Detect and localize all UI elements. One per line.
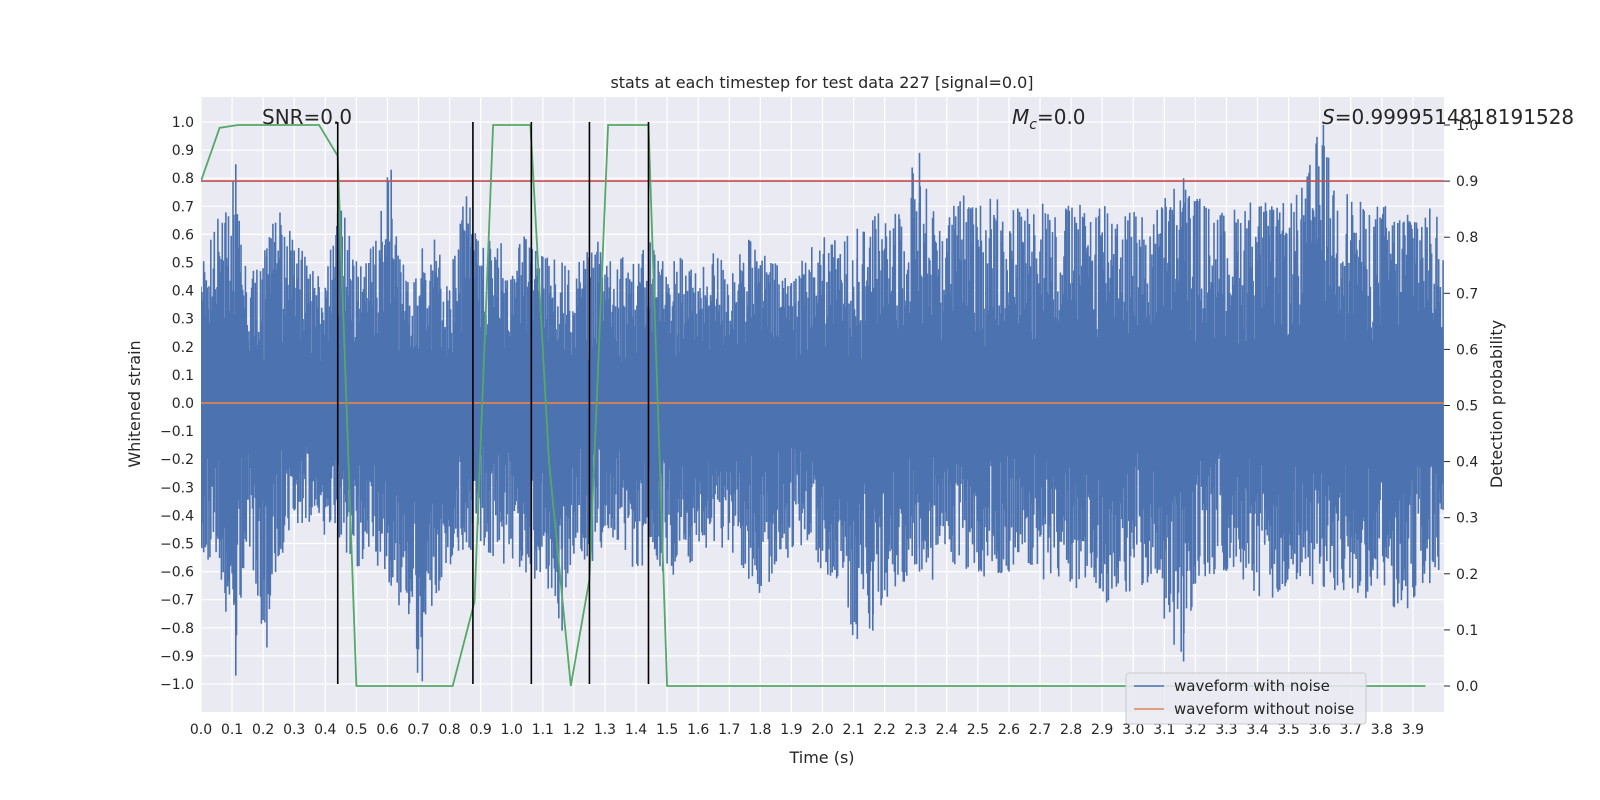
x-tick-label: 1.5: [656, 722, 678, 738]
x-tick-label: 1.8: [749, 722, 771, 738]
x-tick-label: 3.1: [1153, 722, 1175, 738]
y-axis-label-right: Detection probability: [1487, 320, 1506, 488]
x-tick-label: 0.7: [407, 722, 429, 738]
x-tick-label: 3.4: [1246, 722, 1268, 738]
legend-label-clean: waveform without noise: [1174, 700, 1354, 718]
y-tick-label: 0.5: [172, 256, 194, 272]
y-tick-label: 0.7: [172, 199, 194, 215]
x-tick-label: 0.2: [252, 722, 274, 738]
x-tick-label: 1.0: [501, 722, 523, 738]
right-tick-label: 0.6: [1456, 342, 1478, 358]
score-value: =0.9999514818191528: [1335, 105, 1574, 129]
x-tick-label: 2.6: [998, 722, 1020, 738]
y-tick-label: −0.4: [160, 508, 194, 524]
x-tick-label: 2.1: [842, 722, 864, 738]
y-tick-label: −0.7: [160, 593, 194, 609]
y-tick-label: 0.9: [172, 143, 194, 159]
x-tick-label: 2.8: [1060, 722, 1082, 738]
y-tick-label: −0.5: [160, 537, 194, 553]
right-tick-label: 0.8: [1456, 230, 1478, 246]
y-tick-label: −0.6: [160, 565, 194, 581]
y-tick-label: 0.2: [172, 340, 194, 356]
chirp-mass-symbol: M: [1012, 105, 1029, 129]
right-tick-label: 0.0: [1456, 679, 1478, 695]
y-tick-label: 0.4: [172, 284, 194, 300]
right-tick-label: 0.7: [1456, 286, 1478, 302]
x-tick-label: 0.4: [314, 722, 336, 738]
x-tick-label: 2.7: [1029, 722, 1051, 738]
x-tick-label: 3.5: [1277, 722, 1299, 738]
x-tick-label: 0.1: [221, 722, 243, 738]
x-tick-label: 1.2: [563, 722, 585, 738]
y-axis-label: Whitened strain: [125, 340, 144, 467]
x-tick-label: 2.2: [874, 722, 896, 738]
right-tick-label: 0.1: [1456, 623, 1478, 639]
snr-annotation: SNR=0.0: [262, 105, 352, 129]
y-tick-label: 0.8: [172, 171, 194, 187]
x-tick-label: 0.3: [283, 722, 305, 738]
chirp-mass-subscript: c: [1029, 117, 1037, 133]
x-tick-label: 0.8: [438, 722, 460, 738]
x-tick-label: 1.9: [780, 722, 802, 738]
x-tick-label: 2.5: [967, 722, 989, 738]
x-tick-label: 1.4: [625, 722, 647, 738]
y-tick-label: 1.0: [172, 115, 194, 131]
y-tick-label: −0.2: [160, 452, 194, 468]
x-tick-label: 0.0: [190, 722, 212, 738]
axis-ticks: 0.0 0.1 0.2 0.3 0.4 0.5 0.6 0.7 0.8 0.9 1.0 1.1 1.2 1…: [160, 115, 1478, 738]
x-tick-label: 1.6: [687, 722, 709, 738]
chirp-mass-value: =0.0: [1037, 105, 1086, 129]
y-tick-label: 0.0: [172, 396, 194, 412]
right-tick-label: 0.2: [1456, 567, 1478, 583]
score-symbol: S: [1322, 105, 1335, 129]
x-tick-label: 0.6: [376, 722, 398, 738]
x-tick-label: 2.0: [811, 722, 833, 738]
y-tick-label: 0.1: [172, 368, 194, 384]
y-tick-label: 0.3: [172, 312, 194, 328]
x-tick-label: 3.0: [1122, 722, 1144, 738]
y-tick-label: −0.3: [160, 480, 194, 496]
detection-probability-line: [201, 124, 1426, 687]
x-tick-label: 0.9: [470, 722, 492, 738]
x-tick-label: 3.7: [1340, 722, 1362, 738]
legend-label-noise: waveform with noise: [1174, 677, 1330, 695]
chart-title: stats at each timestep for test data 227…: [610, 73, 1033, 92]
x-tick-label: 0.5: [345, 722, 367, 738]
x-tick-label: 3.3: [1215, 722, 1237, 738]
plot-layers: [201, 124, 1444, 687]
x-tick-label: 1.3: [594, 722, 616, 738]
legend: waveform with noise waveform without noi…: [1125, 672, 1367, 725]
x-axis-label: Time (s): [788, 748, 854, 767]
y-tick-label: −0.1: [160, 424, 194, 440]
right-tick-label: 0.3: [1456, 511, 1478, 527]
legend-box: [1125, 672, 1367, 725]
score-annotation: S=0.9999514818191528: [1322, 105, 1574, 129]
chirp-mass-annotation: Mc=0.0: [1012, 105, 1086, 133]
y-tick-label: −1.0: [160, 677, 194, 693]
waveform-with-noise-line: [201, 124, 1444, 682]
x-tick-label: 3.9: [1402, 722, 1424, 738]
y-tick-label: 0.6: [172, 227, 194, 243]
x-tick-label: 3.8: [1371, 722, 1393, 738]
y-tick-label: −0.8: [160, 621, 194, 637]
y-tick-label: −0.9: [160, 649, 194, 665]
right-tick-label: 0.5: [1456, 399, 1478, 415]
vertical-markers: [336, 122, 650, 684]
x-tick-label: 2.3: [905, 722, 927, 738]
x-tick-label: 1.7: [718, 722, 740, 738]
x-tick-label: 3.6: [1309, 722, 1331, 738]
x-tick-label: 3.2: [1184, 722, 1206, 738]
right-tick-label: 1.0: [1456, 118, 1478, 134]
right-tick-label: 0.4: [1456, 455, 1478, 471]
right-tick-label: 0.9: [1456, 174, 1478, 190]
x-tick-label: 2.4: [936, 722, 958, 738]
x-tick-label: 2.9: [1091, 722, 1113, 738]
x-tick-label: 1.1: [532, 722, 554, 738]
